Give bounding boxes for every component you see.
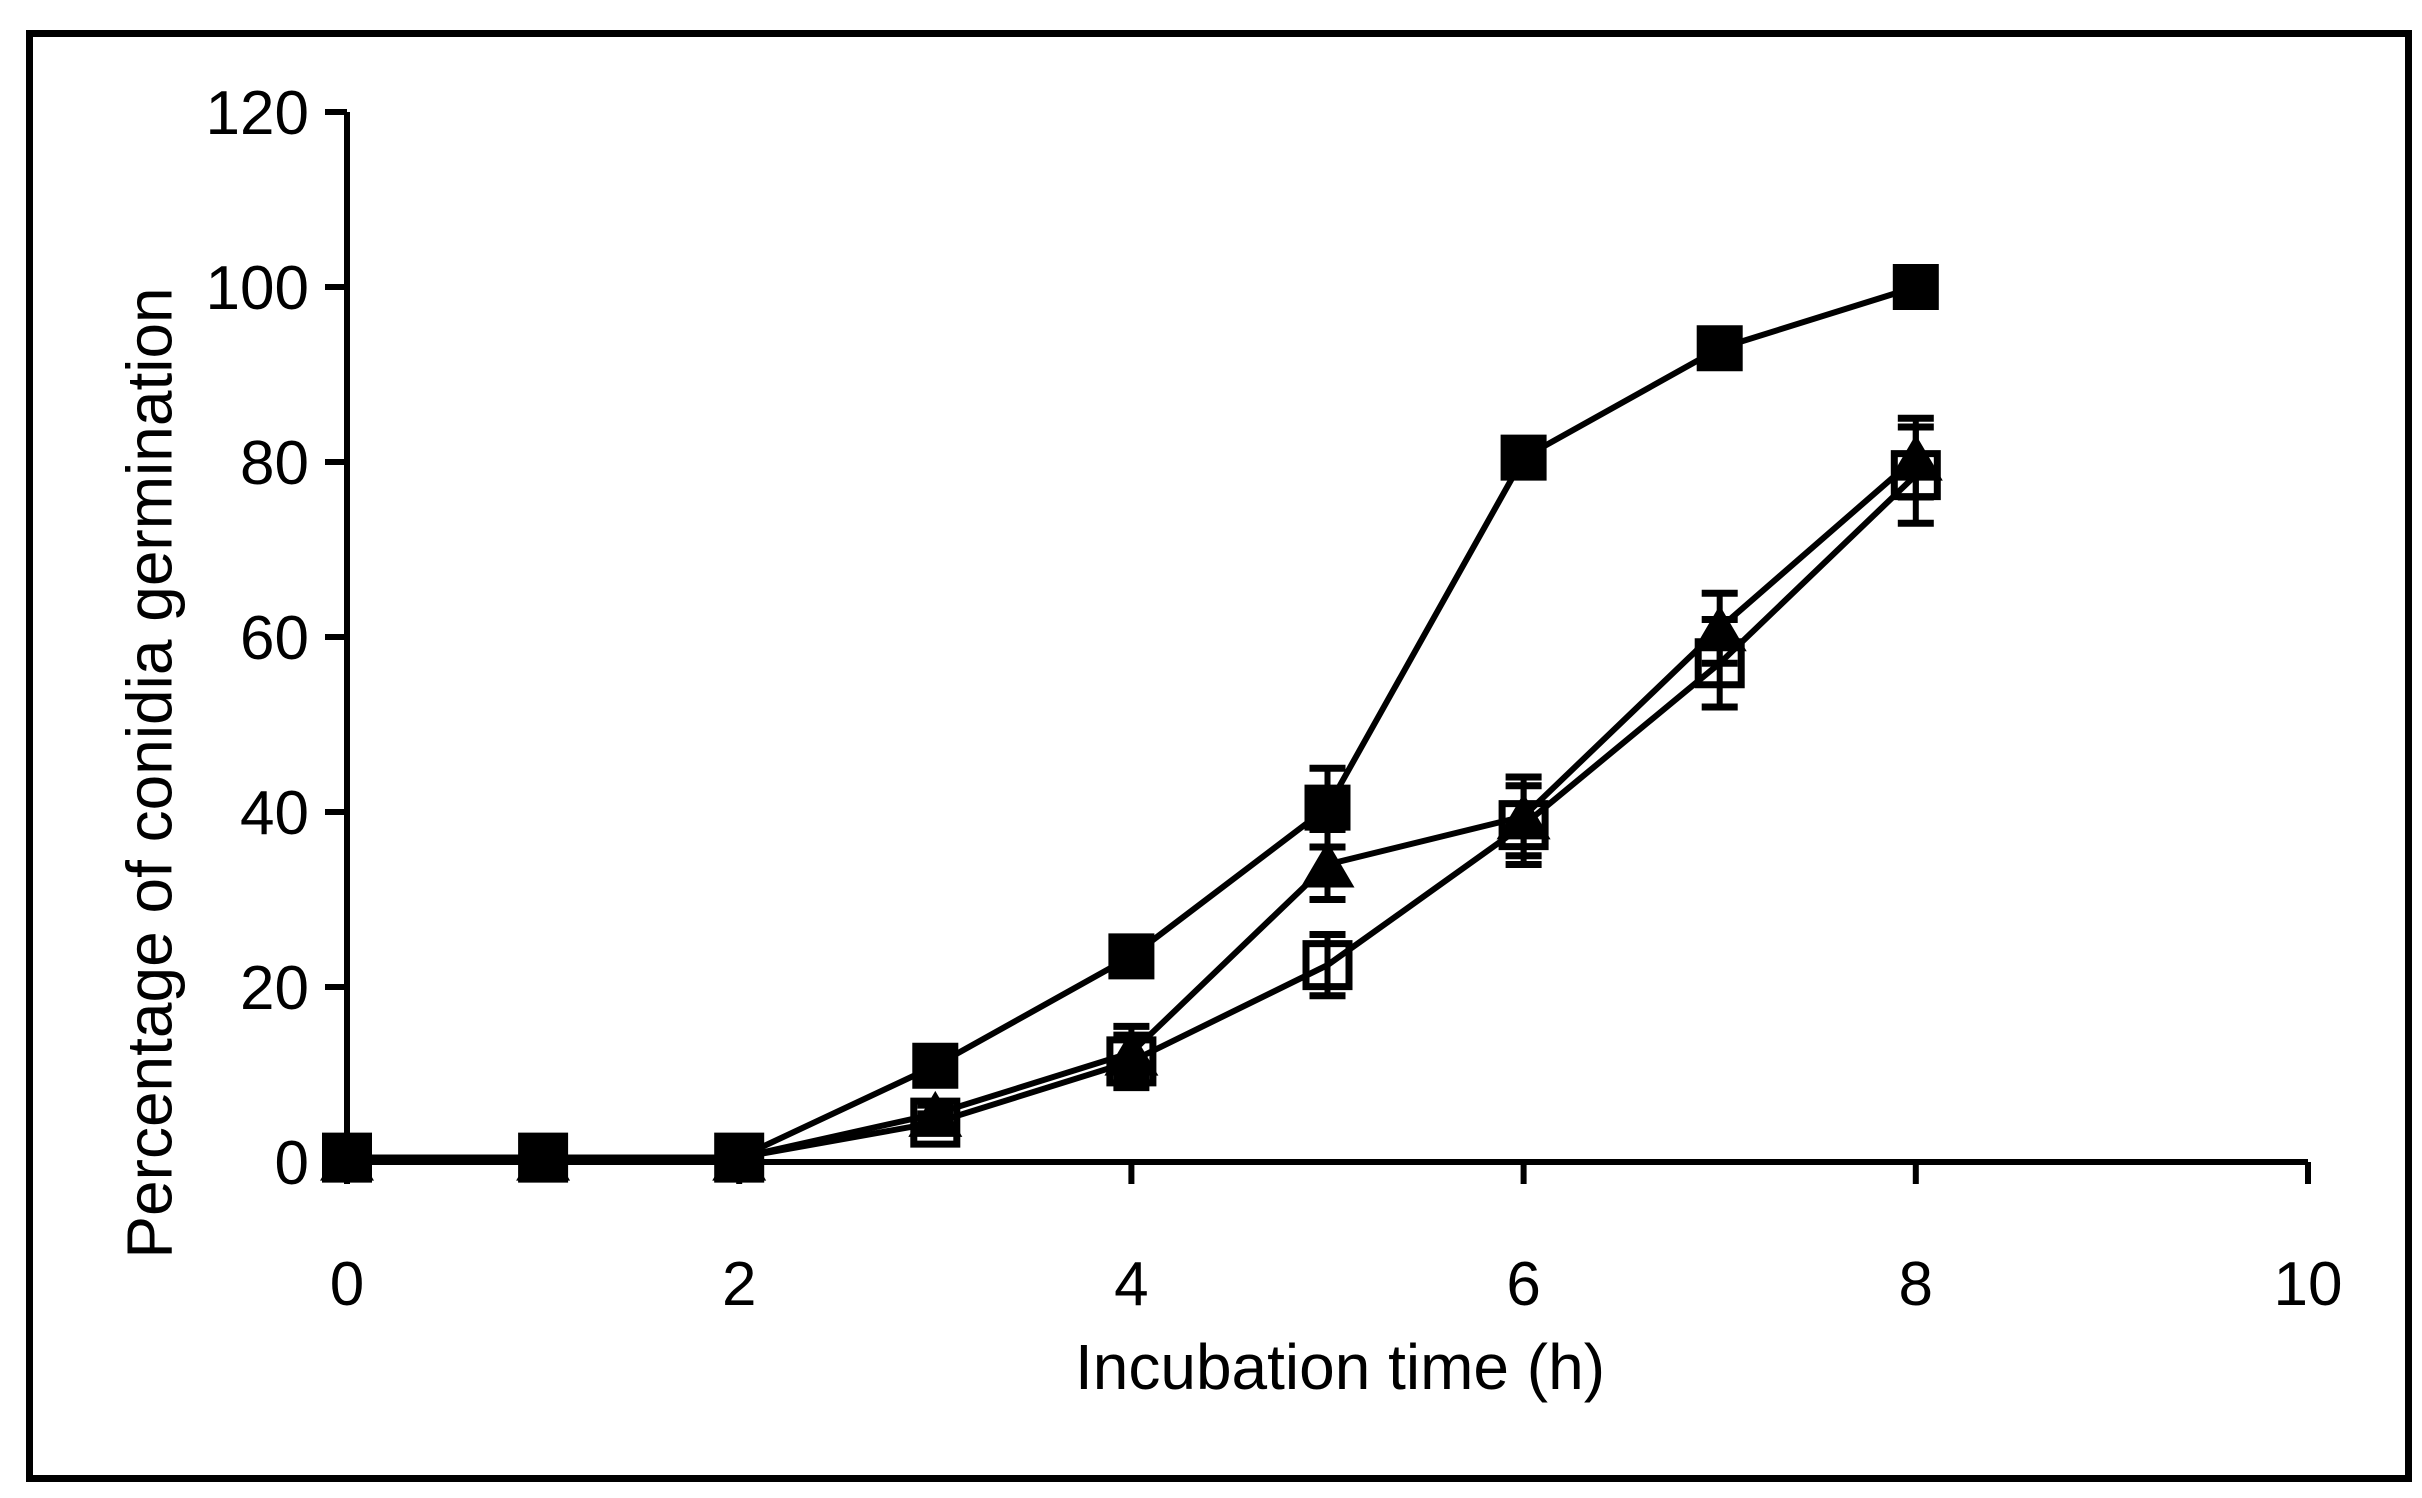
x-tick-label: 2 <box>722 1250 756 1319</box>
y-axis-title: Percentage of conidia germination <box>114 286 186 1259</box>
y-tick-label: 100 <box>206 254 309 323</box>
marker-filled-square <box>520 1134 567 1181</box>
x-tick-label: 8 <box>1899 1250 1933 1319</box>
marker-filled-triangle <box>1104 1029 1159 1076</box>
marker-filled-triangle <box>1888 434 1943 481</box>
y-tick-label: 0 <box>275 1129 309 1198</box>
marker-filled-triangle <box>908 1090 963 1137</box>
x-tick-label: 4 <box>1114 1250 1148 1319</box>
marker-filled-square <box>1892 264 1939 310</box>
marker-filled-square <box>716 1134 763 1181</box>
y-axis-title-box: Percentage of conidia germination <box>70 230 230 1315</box>
y-tick-label: 80 <box>240 429 309 498</box>
marker-filled-triangle <box>1300 841 1355 888</box>
figure-border-frame <box>26 30 2412 1482</box>
y-tick-label: 40 <box>240 779 309 848</box>
marker-filled-square <box>1108 933 1155 980</box>
marker-filled-square <box>1696 325 1743 372</box>
y-tick-label: 20 <box>240 954 309 1023</box>
marker-filled-square <box>1500 434 1547 481</box>
marker-filled-square <box>324 1134 370 1181</box>
marker-filled-triangle <box>1496 793 1551 840</box>
marker-filled-triangle <box>1692 605 1747 652</box>
marker-open-square <box>1302 940 1353 991</box>
y-tick-label: 120 <box>206 79 309 148</box>
x-tick-label: 6 <box>1506 1250 1540 1319</box>
y-tick-label: 60 <box>240 604 309 673</box>
x-tick-label: 10 <box>2274 1250 2343 1319</box>
x-tick-label: 0 <box>330 1250 364 1319</box>
marker-filled-square <box>912 1042 959 1089</box>
x-axis-title: Incubation time (h) <box>1074 1331 1606 1403</box>
marker-filled-square <box>1304 784 1351 831</box>
